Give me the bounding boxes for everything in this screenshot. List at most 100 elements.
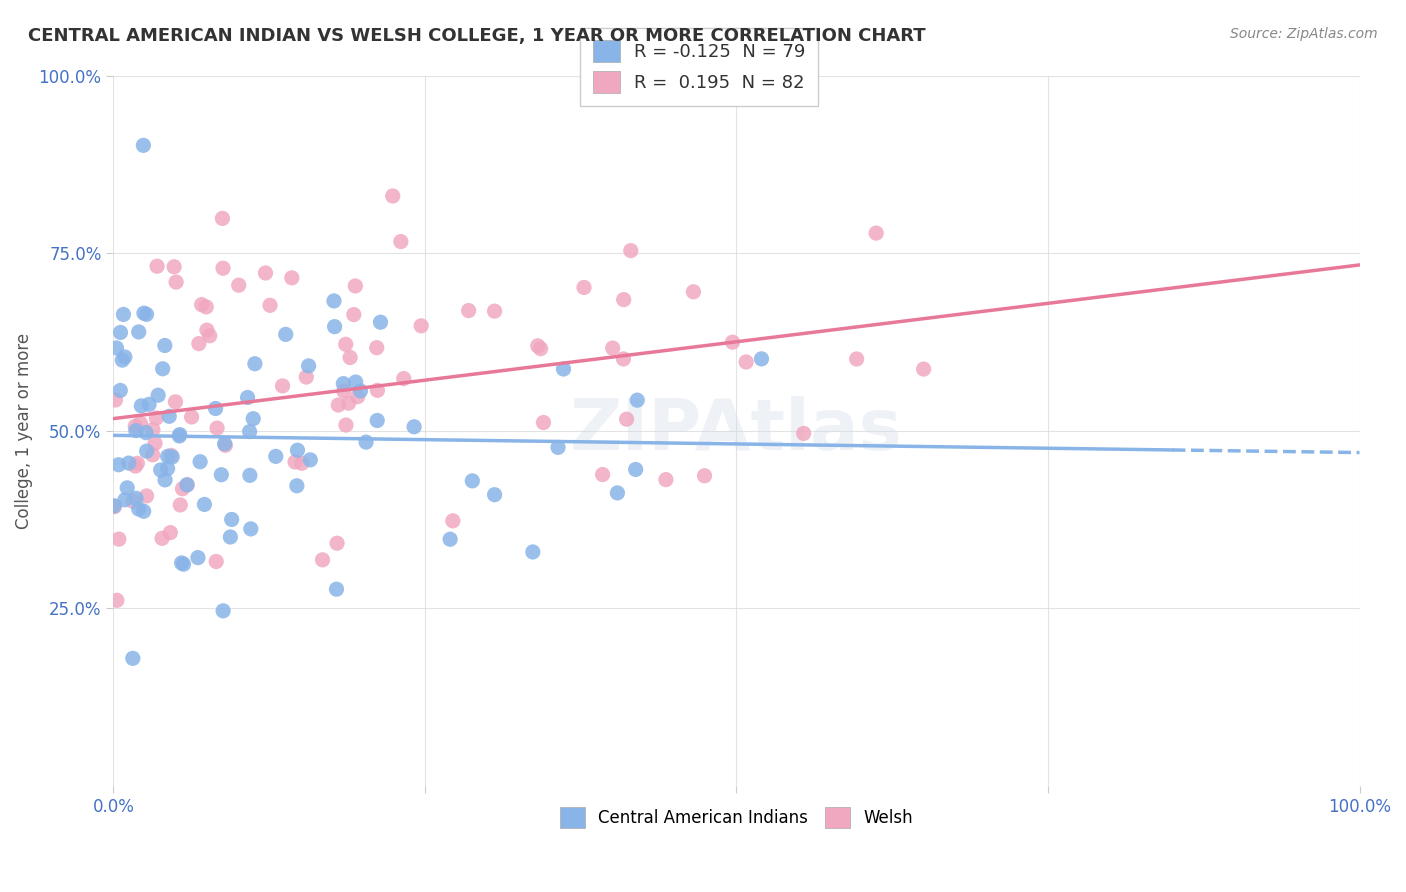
Point [457,303,479,318]
Point [335,417,357,432]
Point [160,450,183,464]
Point [522,545,544,559]
Point [159,525,181,540]
Point [239,425,262,439]
Point [328,398,350,412]
Point [205,421,228,435]
Point [135,307,157,321]
Point [156,461,179,475]
Point [612,351,634,366]
Point [195,323,218,337]
Point [693,468,716,483]
Point [135,425,157,440]
Point [103,499,125,513]
Point [346,390,368,404]
Point [112,308,135,322]
Point [115,481,138,495]
Point [105,341,128,355]
Point [124,419,146,434]
Point [366,341,388,355]
Point [285,479,308,493]
Point [254,266,277,280]
Point [193,497,215,511]
Point [104,392,127,407]
Point [337,396,360,410]
Point [284,455,307,469]
Point [107,458,129,472]
Point [366,413,388,427]
Point [366,384,388,398]
Point [339,351,361,365]
Point [150,532,173,546]
Point [212,261,235,276]
Point [332,376,354,391]
Point [354,435,377,450]
Point [242,411,264,425]
Point [128,325,150,339]
Point [281,270,304,285]
Point [620,244,643,258]
Point [211,211,233,226]
Point [131,399,153,413]
Point [228,278,250,293]
Point [624,462,647,476]
Point [122,494,145,508]
Point [572,280,595,294]
Point [533,416,555,430]
Point [165,394,187,409]
Point [616,412,638,426]
Point [655,473,678,487]
Point [343,308,366,322]
Point [204,401,226,416]
Text: CENTRAL AMERICAN INDIAN VS WELSH COLLEGE, 1 YEAR OR MORE CORRELATION CHART: CENTRAL AMERICAN INDIAN VS WELSH COLLEGE… [28,27,925,45]
Point [114,492,136,507]
Point [291,456,314,470]
Point [153,473,176,487]
Point [526,339,548,353]
Point [187,336,209,351]
Point [484,304,506,318]
Point [793,426,815,441]
Point [349,384,371,398]
Point [751,351,773,366]
Point [344,375,367,389]
Point [239,522,262,536]
Point [333,384,356,398]
Point [125,424,148,438]
Point [190,298,212,312]
Point [138,397,160,411]
Point [381,189,404,203]
Point [205,554,228,568]
Point [912,362,935,376]
Point [441,514,464,528]
Point [264,450,287,464]
Point [323,293,346,308]
Point [169,498,191,512]
Point [110,384,132,398]
Point [105,593,128,607]
Point [592,467,614,482]
Point [344,279,367,293]
Point [169,427,191,442]
Point [325,582,347,597]
Point [239,468,262,483]
Legend: Central American Indians, Welsh: Central American Indians, Welsh [554,801,920,834]
Point [295,370,318,384]
Point [187,550,209,565]
Point [845,351,868,366]
Point [156,450,179,464]
Point [682,285,704,299]
Point [219,530,242,544]
Text: ZIPAtlas: ZIPAtlas [569,396,903,465]
Point [271,379,294,393]
Point [132,138,155,153]
Point [146,388,169,402]
Point [529,342,551,356]
Point [111,353,134,368]
Point [392,371,415,385]
Point [135,444,157,458]
Point [326,536,349,550]
Point [602,341,624,355]
Point [613,293,636,307]
Point [129,417,152,431]
